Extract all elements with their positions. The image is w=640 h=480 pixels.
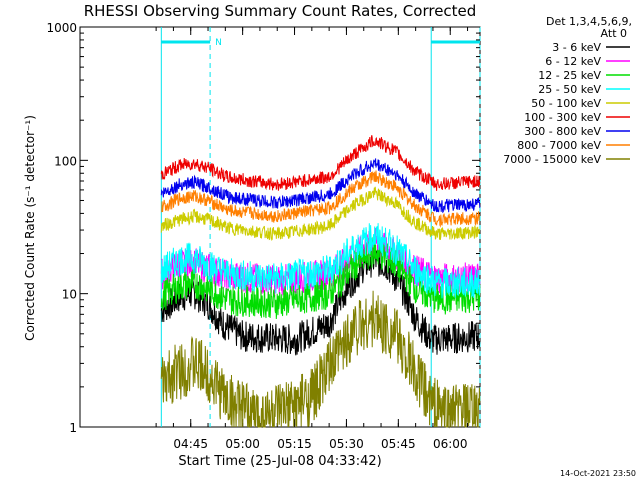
timestamp: 14-Oct-2021 23:50 [560,469,636,478]
legend-entry-label: 25 - 50 keV [538,83,601,96]
legend-entry-label: 300 - 800 keV [524,125,601,138]
y-axis-label: Corrected Count Rate (s⁻¹ detector⁻¹) [23,115,37,341]
series-line [160,236,481,320]
y-tick-label: 1000 [46,21,77,35]
series-line [160,245,481,356]
legend-entry-label: 6 - 12 keV [545,55,601,68]
chart-title: RHESSI Observing Summary Count Rates, Co… [84,2,477,20]
night-marker: N [215,38,222,48]
x-axis-label: Start Time (25-Jul-08 04:33:42) [178,454,381,469]
x-tick-label: 05:15 [277,437,312,451]
x-tick-label: 05:30 [329,437,364,451]
legend-entry-label: 7000 - 15000 keV [503,153,601,166]
x-tick-label: 05:00 [225,437,260,451]
legend-entry-label: 12 - 25 keV [538,69,601,82]
y-tick-label: 10 [62,288,77,302]
legend-entry-label: 3 - 6 keV [552,41,601,54]
y-tick-label: 100 [54,154,77,168]
plot-area: N 1 10 100 1000 04:45 05:00 05:15 05:30 05:45 06:0… [46,21,630,451]
legend-header-line-1: Det 1,3,4,5,6,9, [546,15,632,28]
series-line [160,158,481,214]
legend-entry-label: 100 - 300 keV [524,111,601,124]
x-tick-label: 05:45 [381,437,416,451]
series-line [160,135,481,191]
x-tick-label: 04:45 [173,437,208,451]
y-tick-label: 1 [69,421,77,435]
x-tick-label: 06:00 [433,437,468,451]
series-line [161,170,481,228]
legend-header-line-2: Att 0 [601,27,627,40]
series-line [160,186,481,241]
legend-entry-label: 50 - 100 keV [531,97,601,110]
series-line [160,223,481,299]
series-line [160,290,481,429]
legend-entry-label: 800 - 7000 keV [517,139,601,152]
